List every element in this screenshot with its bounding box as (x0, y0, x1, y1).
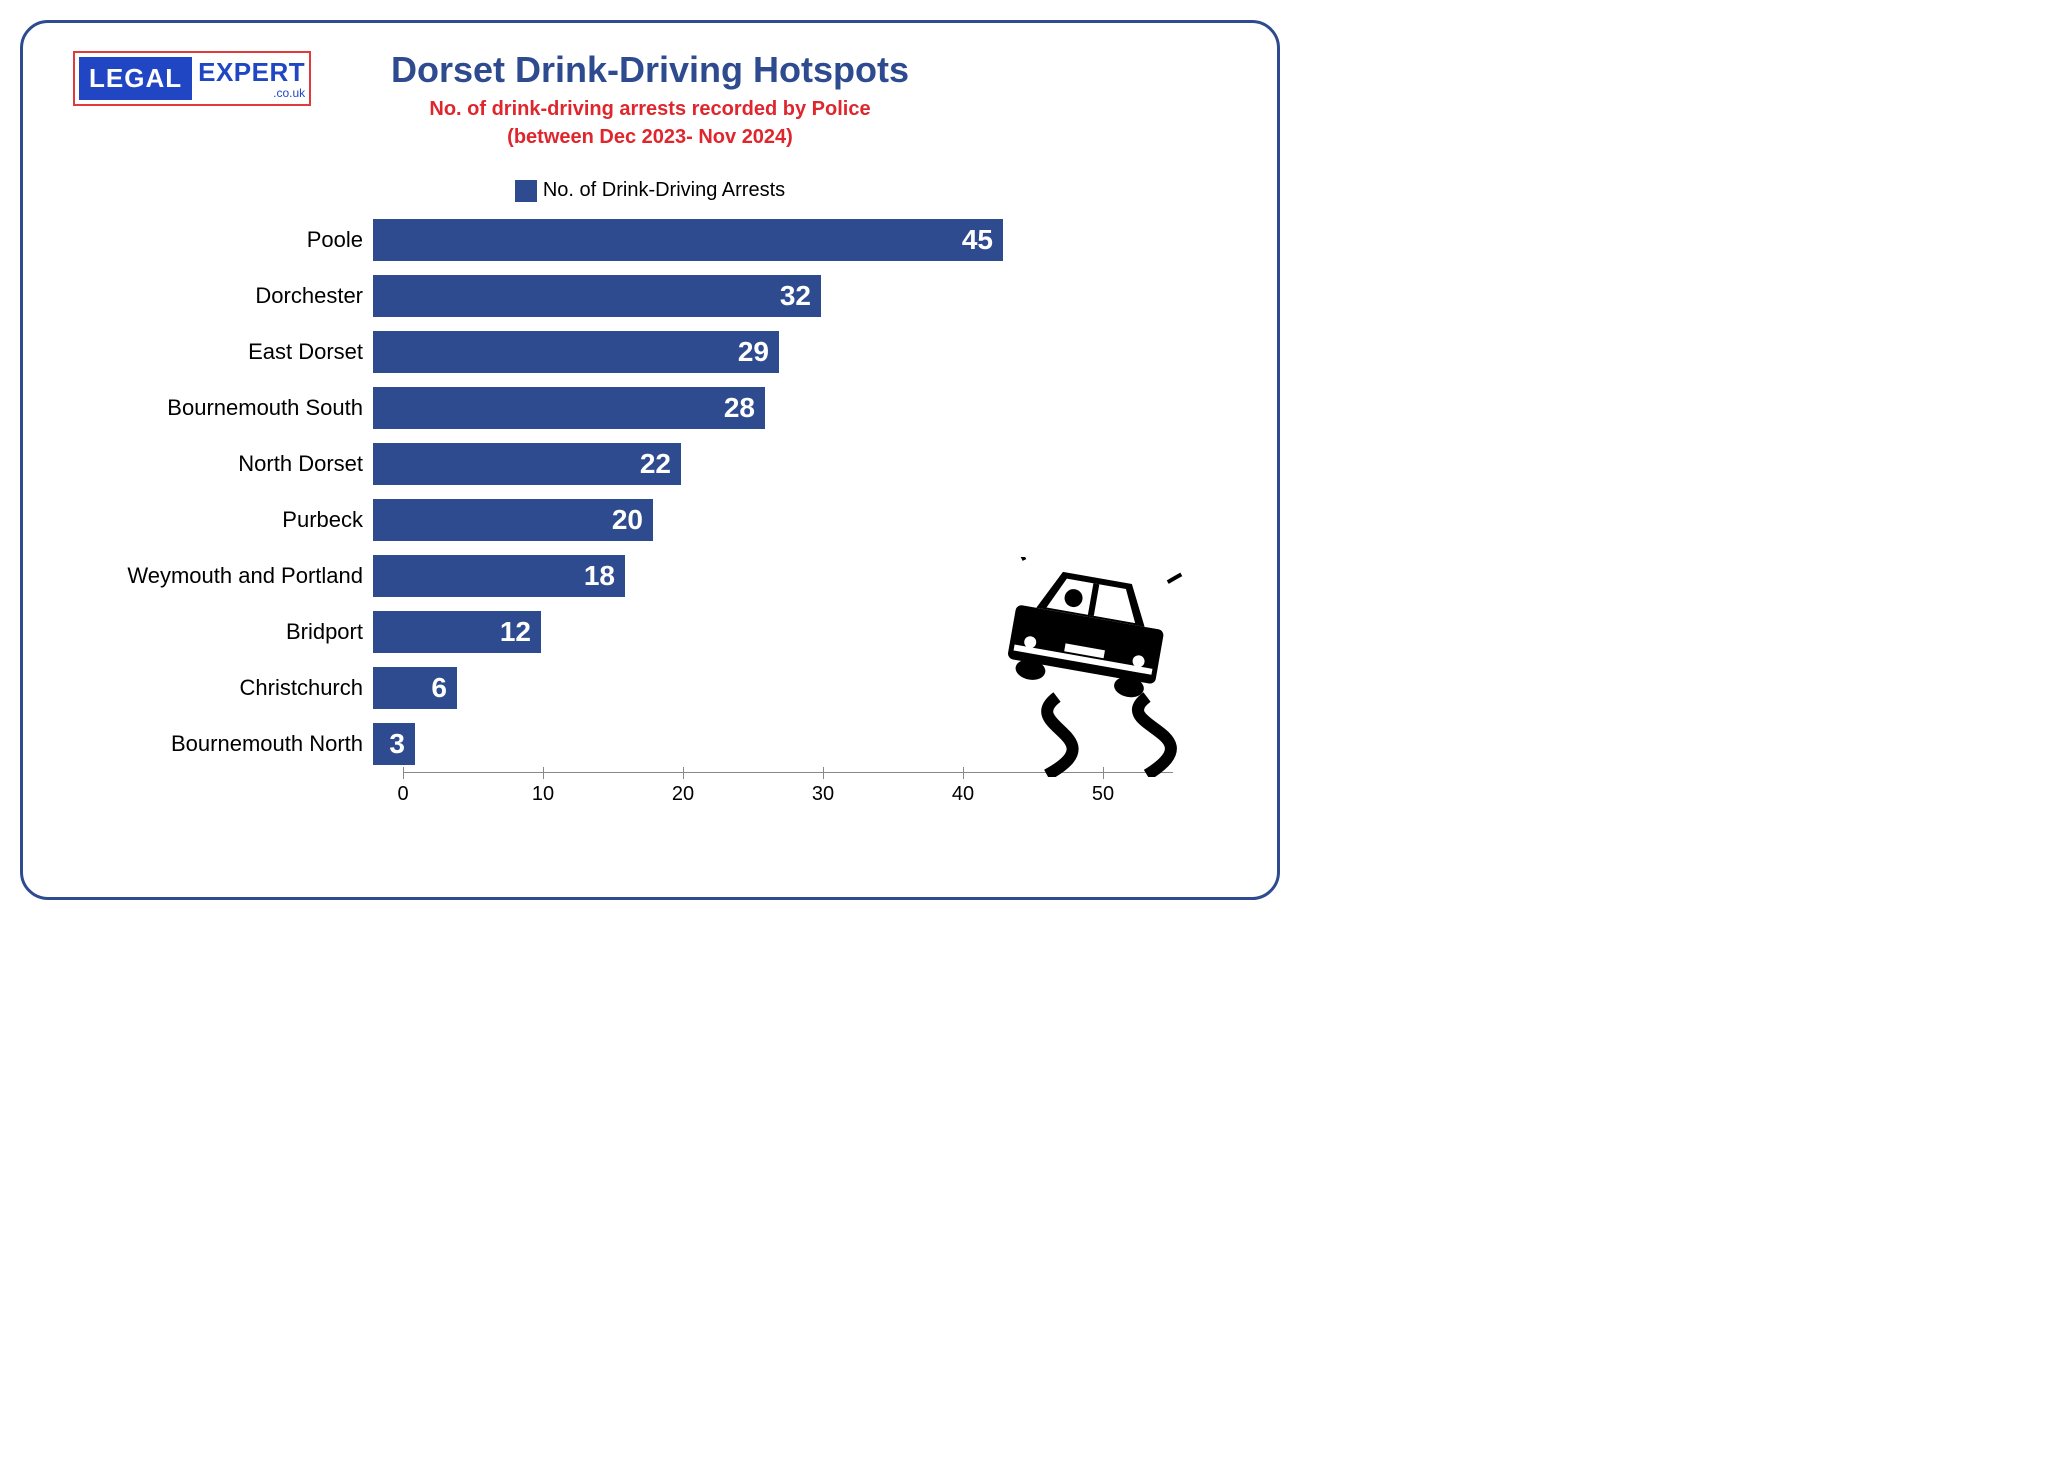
x-tick (823, 767, 824, 779)
chart-row: Poole 45 (103, 212, 1237, 268)
x-tick (543, 767, 544, 779)
bar-value-label: 12 (500, 616, 531, 648)
legend-label: No. of Drink-Driving Arrests (543, 179, 785, 201)
bar-value-label: 20 (612, 504, 643, 536)
bar-track: 32 (373, 268, 1143, 324)
category-label: Bridport (103, 619, 373, 645)
x-tick-label: 40 (952, 783, 974, 806)
x-tick-label: 10 (532, 783, 554, 806)
category-label: Bournemouth South (103, 395, 373, 421)
bar-track: 45 (373, 212, 1143, 268)
category-label: Poole (103, 227, 373, 253)
bar: 45 (373, 219, 1003, 261)
bar-track: 28 (373, 380, 1143, 436)
bar-value-label: 6 (431, 672, 447, 704)
x-axis: 01020304050 (403, 772, 1173, 813)
bar-value-label: 3 (389, 728, 405, 760)
x-tick-label: 50 (1092, 783, 1114, 806)
bar-value-label: 28 (724, 392, 755, 424)
subtitle-line2: (between Dec 2023- Nov 2024) (507, 126, 793, 148)
bar-track: 20 (373, 492, 1143, 548)
category-label: East Dorset (103, 339, 373, 365)
bar-track: 29 (373, 324, 1143, 380)
bar: 20 (373, 499, 653, 541)
logo-right-bottom-text: .co.uk (198, 87, 305, 99)
chart-row: Dorchester 32 (103, 268, 1237, 324)
logo-left-text: LEGAL (79, 57, 192, 100)
chart-row: North Dorset 22 (103, 436, 1237, 492)
bar: 22 (373, 443, 681, 485)
chart-legend: No. of Drink-Driving Arrests (63, 179, 1237, 202)
bar-value-label: 18 (584, 560, 615, 592)
x-tick-label: 0 (397, 783, 408, 806)
category-label: Purbeck (103, 507, 373, 533)
swerving-car-icon (957, 557, 1217, 777)
x-tick (683, 767, 684, 779)
logo-right-top-text: EXPERT (198, 59, 305, 85)
bar: 12 (373, 611, 541, 653)
bar: 29 (373, 331, 779, 373)
bar-value-label: 32 (780, 280, 811, 312)
chart-row: Purbeck 20 (103, 492, 1237, 548)
bar-value-label: 22 (640, 448, 671, 480)
subtitle-line1: No. of drink-driving arrests recorded by… (429, 98, 870, 120)
chart-row: East Dorset 29 (103, 324, 1237, 380)
bar: 3 (373, 723, 415, 765)
x-tick-label: 20 (672, 783, 694, 806)
bar: 28 (373, 387, 765, 429)
category-label: Christchurch (103, 675, 373, 701)
legend-swatch (515, 180, 537, 202)
bar-track: 22 (373, 436, 1143, 492)
bar: 18 (373, 555, 625, 597)
x-tick (403, 767, 404, 779)
chart-frame: LEGAL EXPERT .co.uk Dorset Drink-Driving… (20, 20, 1280, 900)
x-tick-label: 30 (812, 783, 834, 806)
bar-value-label: 29 (738, 336, 769, 368)
bar-value-label: 45 (962, 224, 993, 256)
category-label: Weymouth and Portland (103, 563, 373, 589)
brand-logo: LEGAL EXPERT .co.uk (73, 51, 311, 106)
chart-row: Bournemouth South 28 (103, 380, 1237, 436)
category-label: North Dorset (103, 451, 373, 477)
bar: 6 (373, 667, 457, 709)
category-label: Dorchester (103, 283, 373, 309)
bar: 32 (373, 275, 821, 317)
category-label: Bournemouth North (103, 731, 373, 757)
